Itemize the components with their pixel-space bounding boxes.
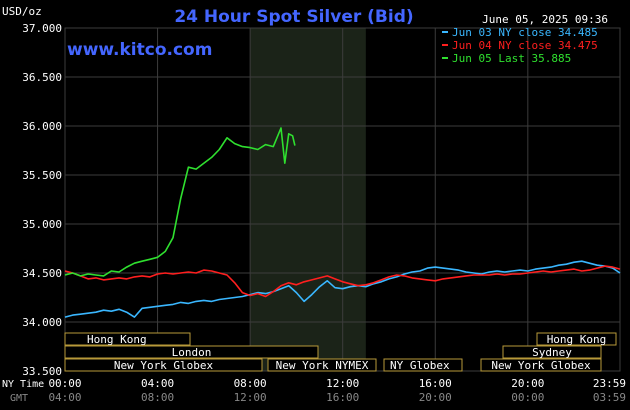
y-tick-label: 34.500 (22, 267, 62, 280)
x-tick-label-ny: 16:00 (419, 377, 452, 390)
site-watermark: www.kitco.com (67, 40, 212, 60)
y-tick-label: 37.000 (22, 22, 62, 35)
x-tick-label-gmt: 03:59 (593, 391, 626, 404)
x-tick-label-ny: 04:00 (141, 377, 174, 390)
session-label: NY Globex (390, 359, 450, 372)
x-tick-label-ny: 20:00 (511, 377, 544, 390)
session-box (64, 332, 191, 346)
legend-entry: Jun 04 NY close 34.475 (452, 39, 598, 52)
x-tick-label-gmt: 04:00 (48, 391, 81, 404)
session-label: Hong Kong (547, 333, 607, 346)
session-box (480, 358, 602, 372)
session-box (536, 332, 617, 346)
session-label: New York Globex (114, 359, 214, 372)
x-tick-label-ny: 12:00 (326, 377, 359, 390)
chart-title: 24 Hour Spot Silver (Bid) (174, 7, 413, 27)
x-tick-label-ny: 08:00 (234, 377, 267, 390)
x-tick-labels-gmt: 04:00 08:00 12:00 16:00 20:00 00:00 03:59 (48, 391, 626, 404)
x-tick-label-gmt: 00:00 (511, 391, 544, 404)
nymex-session-shade-layer (250, 28, 366, 371)
unit-label: USD/oz (2, 5, 42, 18)
price-lines (64, 127, 621, 318)
y-tick-label: 33.500 (22, 365, 62, 378)
legend-entry: Jun 05 Last 35.885 (452, 52, 571, 65)
y-tick-label: 35.500 (22, 169, 62, 182)
series-line-1 (64, 265, 621, 298)
session-box (267, 358, 377, 372)
timestamp: June 05, 2025 09:36 (482, 13, 608, 26)
y-tick-label: 34.000 (22, 316, 62, 329)
session-box (64, 358, 263, 372)
y-tick-label: 36.000 (22, 120, 62, 133)
series-line-2 (64, 127, 296, 277)
series-line-0 (64, 260, 621, 318)
y-tick-labels: 37.000 36.500 36.000 35.500 35.000 34.500 34.0… (22, 22, 62, 378)
session-label: New York NYMEX (276, 359, 369, 372)
y-tick-label: 36.500 (22, 71, 62, 84)
x-tick-label-gmt: 16:00 (326, 391, 359, 404)
nymex-session-shade (250, 28, 366, 371)
session-box (64, 345, 319, 359)
x-tick-label-gmt: 20:00 (419, 391, 452, 404)
legend-entry: Jun 03 NY close 34.485 (452, 26, 598, 39)
session-label: Sydney (532, 346, 572, 359)
x-tick-label-ny: 00:00 (48, 377, 81, 390)
y-tick-label: 35.000 (22, 218, 62, 231)
x-tick-label-gmt: 12:00 (234, 391, 267, 404)
session-box (502, 345, 602, 359)
session-box (383, 358, 463, 372)
x-tick-label-gmt: 08:00 (141, 391, 174, 404)
x-tick-labels-ny: 00:00 04:00 08:00 12:00 16:00 20:00 23:59 (48, 377, 626, 390)
session-label: New York Globex (491, 359, 591, 372)
x-row-label-ny-time: NY Time (2, 379, 44, 390)
session-label: Hong Kong (87, 333, 147, 346)
x-tick-label-ny: 23:59 (593, 377, 626, 390)
x-row-label-gmt: GMT (10, 393, 28, 404)
session-label: London (172, 346, 212, 359)
